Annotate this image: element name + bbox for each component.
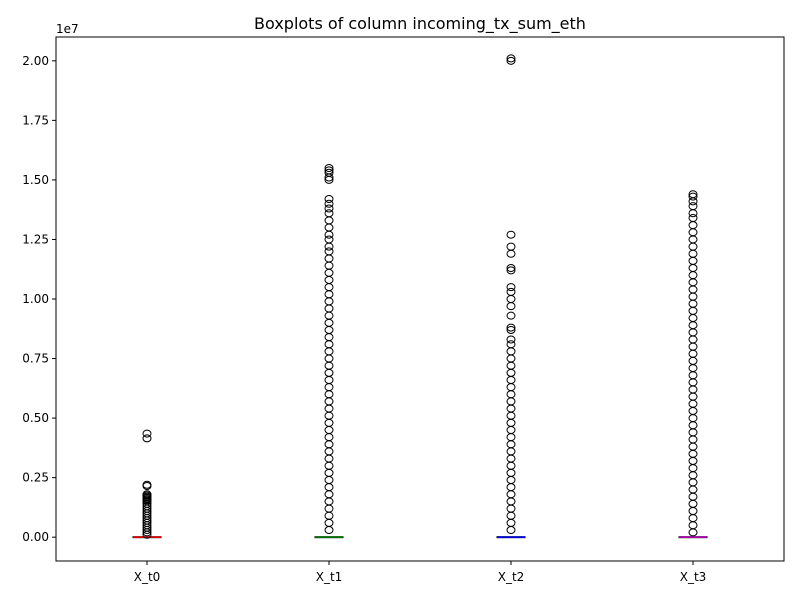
- y-tick-label: 2.00: [22, 54, 49, 68]
- y-scale-label: 1e7: [56, 22, 79, 36]
- outlier-point: [142, 481, 152, 490]
- outlier-point: [142, 434, 152, 443]
- outlier-point: [324, 526, 334, 535]
- outlier-point: [142, 429, 152, 438]
- outlier-point: [506, 283, 516, 292]
- outlier-point: [506, 249, 516, 258]
- outlier-point: [506, 56, 516, 65]
- outlier-point: [142, 530, 152, 539]
- outlier-point: [506, 54, 516, 63]
- outlier-point: [142, 528, 152, 537]
- x-tick-label: X_t1: [316, 570, 343, 584]
- y-tick-label: 0.25: [22, 471, 49, 485]
- plot-frame: [55, 36, 785, 562]
- outlier-point: [506, 230, 516, 239]
- outlier-point: [142, 526, 152, 535]
- outlier-point: [506, 266, 516, 275]
- box-x-t3: [678, 190, 708, 539]
- outlier-point: [506, 325, 516, 334]
- box-x-t0: [132, 429, 162, 539]
- y-tick-label: 1.00: [22, 292, 49, 306]
- y-tick-label: 0.00: [22, 530, 49, 544]
- outlier-point: [324, 199, 334, 208]
- chart-title: Boxplots of column incoming_tx_sum_eth: [254, 14, 586, 34]
- outlier-point: [324, 173, 334, 182]
- outlier-point: [324, 204, 334, 213]
- boxplot-series-group: [132, 54, 708, 539]
- outlier-point: [324, 242, 334, 251]
- outlier-point: [506, 264, 516, 273]
- outlier-point: [324, 194, 334, 203]
- outlier-point: [324, 164, 334, 172]
- outlier-point: [688, 197, 698, 206]
- x-tick-label: X_t3: [680, 570, 707, 584]
- y-tick-label: 1.50: [22, 173, 49, 187]
- box-x-t2: [496, 54, 526, 539]
- outlier-point: [324, 230, 334, 239]
- y-tick-label: 1.75: [22, 113, 49, 127]
- outlier-point: [324, 175, 334, 184]
- outlier-point: [688, 528, 698, 537]
- outlier-point: [688, 209, 698, 218]
- y-tick-label: 1.25: [22, 232, 49, 246]
- outlier-point: [506, 323, 516, 332]
- box-x-t1: [314, 164, 344, 539]
- outlier-point: [506, 311, 516, 320]
- y-tick-label: 0.75: [22, 352, 49, 366]
- y-tick-label: 0.50: [22, 411, 49, 425]
- x-axis: X_t0 X_t1 X_t2 X_t3: [134, 561, 707, 584]
- outlier-point: [506, 302, 516, 311]
- outlier-point: [506, 526, 516, 535]
- x-tick-label: X_t2: [498, 570, 525, 584]
- x-tick-label: X_t0: [134, 570, 161, 584]
- outlier-point: [688, 192, 698, 201]
- y-axis: 0.00 0.25 0.50 0.75 1.00 1.25 1.50 1.75 2.00: [22, 54, 56, 544]
- outlier-point: [506, 335, 516, 344]
